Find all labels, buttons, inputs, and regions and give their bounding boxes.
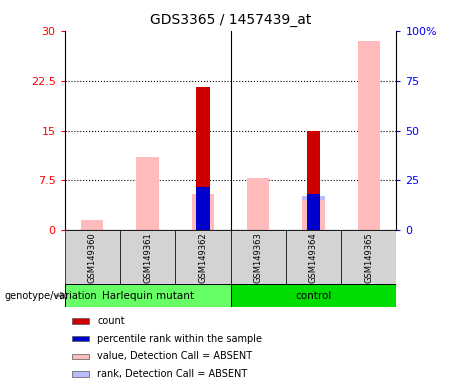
- Bar: [72, 336, 89, 341]
- Bar: [286, 230, 341, 284]
- Bar: [72, 354, 89, 359]
- Text: GSM149360: GSM149360: [88, 232, 97, 283]
- Bar: [192, 199, 214, 230]
- Bar: [136, 157, 159, 230]
- Text: GSM149362: GSM149362: [198, 232, 207, 283]
- Bar: [358, 194, 380, 230]
- Bar: [247, 214, 269, 230]
- Text: GSM149364: GSM149364: [309, 232, 318, 283]
- Bar: [81, 220, 103, 230]
- Bar: [72, 318, 89, 324]
- Text: rank, Detection Call = ABSENT: rank, Detection Call = ABSENT: [97, 369, 247, 379]
- Text: genotype/variation: genotype/variation: [5, 291, 97, 301]
- Bar: [65, 284, 230, 307]
- Bar: [81, 224, 103, 230]
- Text: Harlequin mutant: Harlequin mutant: [101, 291, 194, 301]
- Text: percentile rank within the sample: percentile rank within the sample: [97, 334, 262, 344]
- Bar: [247, 179, 269, 230]
- Text: count: count: [97, 316, 124, 326]
- Text: value, Detection Call = ABSENT: value, Detection Call = ABSENT: [97, 351, 252, 361]
- Bar: [302, 200, 325, 230]
- Bar: [307, 131, 320, 230]
- Text: GSM149365: GSM149365: [364, 232, 373, 283]
- Bar: [196, 187, 210, 230]
- Bar: [192, 194, 214, 230]
- Bar: [120, 230, 175, 284]
- Bar: [358, 41, 380, 230]
- Bar: [307, 194, 320, 230]
- Bar: [65, 230, 120, 284]
- Text: GSM149361: GSM149361: [143, 232, 152, 283]
- Bar: [196, 87, 210, 230]
- Text: control: control: [296, 291, 331, 301]
- Bar: [230, 230, 286, 284]
- Bar: [136, 209, 159, 230]
- Bar: [341, 230, 396, 284]
- Title: GDS3365 / 1457439_at: GDS3365 / 1457439_at: [150, 13, 311, 27]
- Text: GSM149363: GSM149363: [254, 232, 263, 283]
- Bar: [175, 230, 230, 284]
- Bar: [230, 284, 396, 307]
- Bar: [302, 196, 325, 230]
- Bar: [72, 371, 89, 377]
